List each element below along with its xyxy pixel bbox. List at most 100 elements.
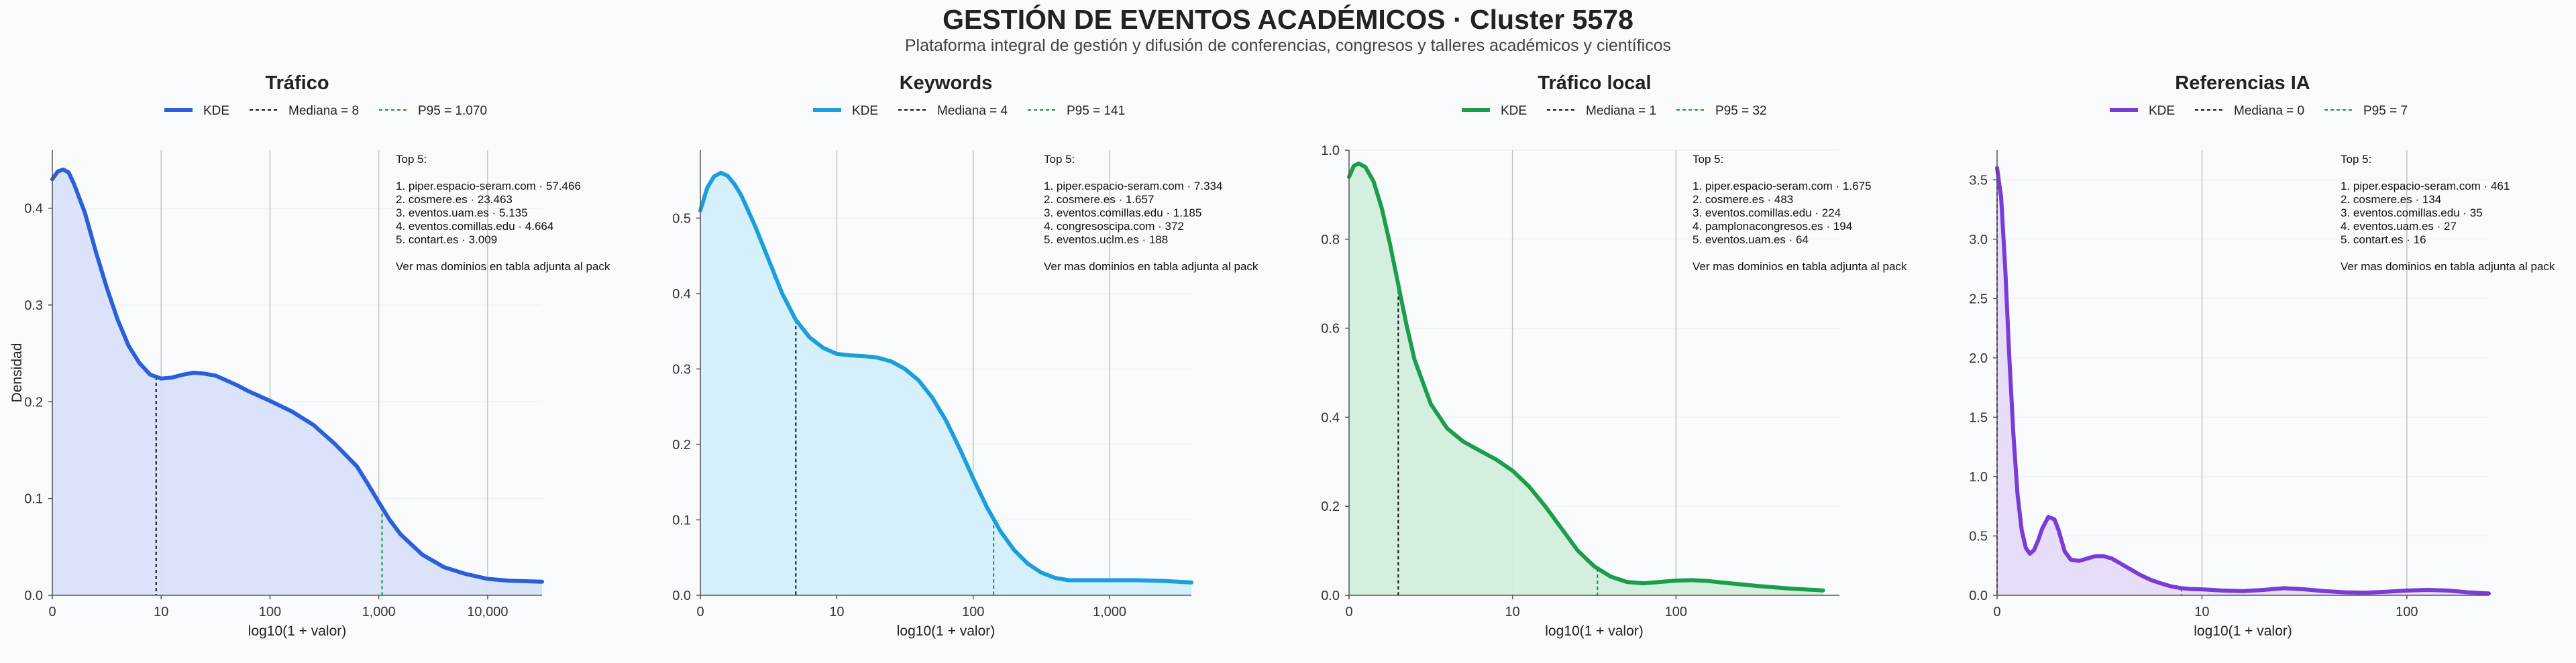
x-tick-label: 100 [2396,605,2418,619]
y-tick-label: 2.0 [1969,351,1988,366]
y-axis-label: Densidad [9,343,25,403]
annotation-line: 4. eventos.comillas.edu · 4.664 [396,220,553,233]
annotation-line: 1. piper.espacio-seram.com · 461 [2341,180,2510,192]
legend-label-kde: KDE [1501,104,1527,118]
annotation-line: 5. eventos.uam.es · 64 [1693,233,1809,246]
panel-title: Tráfico [265,72,329,94]
panel-2: 0.0 0.1 0.2 0.3 0.4 0.5 0 10 100 1,000 log10(1 + v… [672,72,1258,639]
annotation-line: Top 5: [396,153,427,166]
x-tick-label: 10 [1505,605,1520,619]
x-tick-label: 0 [696,605,704,619]
y-tick-label: 2.5 [1969,292,1988,306]
y-tick-label: 0.8 [1321,233,1340,247]
legend: KDE Mediana = 0 P95 = 7 [2110,104,2408,118]
kde-line [1995,166,2491,596]
x-axis-label: log10(1 + valor) [1545,623,1644,639]
legend-label-p95: P95 = 141 [1067,104,1125,118]
annotation-line: 2. cosmere.es · 134 [2341,193,2441,206]
y-tick-label: 1.0 [1321,143,1340,158]
kde-area [1349,163,1823,595]
panel-3: 0.0 0.2 0.4 0.6 0.8 1.0 0 10 100 log10(1 + valor)… [1321,72,1907,639]
annotation-line: Ver mas dominios en tabla adjunta al pac… [396,260,610,273]
annotation-line: 2. cosmere.es · 1.657 [1044,193,1154,206]
y-tick-label: 0.0 [1321,589,1340,603]
x-tick-label: 10 [829,605,844,619]
x-tick-label: 0 [1993,605,2000,619]
annotation-line: Top 5: [1693,153,1723,166]
legend: KDE Mediana = 8 P95 = 1.070 [164,104,487,118]
kde-area [1997,168,2489,596]
y-tick-label: 3.0 [1969,233,1988,247]
annotation-line: 4. congresoscipa.com · 372 [1044,220,1184,233]
y-tick-label: 0.0 [1969,589,1988,603]
y-tick-label: 0.6 [1321,322,1340,337]
page-subtitle: Plataforma integral de gestión y difusió… [904,36,1672,55]
x-tick-label: 100 [259,605,281,619]
y-tick-label: 0.3 [672,362,691,377]
panel-title: Referencias IA [2175,72,2310,94]
annotation-line: 2. cosmere.es · 23.463 [396,193,513,206]
y-tick-label: 0.2 [672,438,691,453]
panel-1: 0.0 0.1 0.2 0.3 0.4 0 10 100 1,000 10,000 log10(1 … [9,72,610,639]
panel-title: Tráfico local [1538,72,1651,94]
x-axis-label: log10(1 + valor) [897,623,996,639]
y-tick-label: 1.0 [1969,470,1988,485]
y-tick-label: 0.4 [1321,410,1340,425]
annotation-line: 4. pamplonacongresos.es · 194 [1693,220,1852,233]
annotation-line: 3. eventos.comillas.edu · 35 [2341,206,2483,219]
panel-title: Keywords [900,72,993,94]
annotation-line: 4. eventos.uam.es · 27 [2341,220,2457,233]
x-axis-label: log10(1 + valor) [2194,623,2292,639]
panel-4: 0.0 0.5 1.0 1.5 2.0 2.5 3.0 3.5 0 10 100 log10(1 + … [1969,72,2555,639]
annotation-line: 5. contart.es · 16 [2341,233,2426,246]
kde-line [698,170,1193,585]
y-tick-label: 0.1 [24,492,43,507]
annotation-line: Ver mas dominios en tabla adjunta al pac… [1044,260,1258,273]
y-tick-label: 3.5 [1969,173,1988,188]
y-tick-label: 0.5 [672,211,691,226]
y-tick-label: 0.5 [1969,529,1988,544]
x-tick-label: 100 [962,605,984,619]
annotation-line: 1. piper.espacio-seram.com · 57.466 [396,180,581,192]
legend-label-kde: KDE [203,104,229,118]
legend-label-kde: KDE [2149,104,2175,118]
x-tick-label: 1,000 [1093,605,1126,619]
legend-label-median: Mediana = 8 [288,104,359,118]
y-tick-label: 0.1 [672,513,691,528]
legend-label-median: Mediana = 1 [1586,104,1656,118]
y-tick-label: 0.0 [24,589,43,603]
annotation-line: 3. eventos.comillas.edu · 1.185 [1044,206,1201,219]
y-tick-label: 0.4 [24,202,43,217]
legend-label-p95: P95 = 32 [1715,104,1767,118]
legend-label-kde: KDE [852,104,878,118]
annotation-line: 1. piper.espacio-seram.com · 7.334 [1044,180,1222,192]
annotation-line: 3. eventos.uam.es · 5.135 [396,206,528,219]
annotation-line: 5. contart.es · 3.009 [396,233,497,246]
x-axis-label: log10(1 + valor) [248,623,347,639]
x-tick-label: 100 [1665,605,1687,619]
kde-line [50,167,544,584]
y-tick-label: 0.3 [24,298,43,313]
x-tick-label: 1,000 [362,605,396,619]
x-tick-label: 0 [1345,605,1352,619]
legend-label-median: Mediana = 4 [937,104,1008,118]
kde-area [52,169,542,595]
y-tick-label: 0.2 [1321,499,1340,514]
y-tick-label: 0.2 [24,395,43,410]
kde-line [1347,161,1825,593]
annotation-line: 3. eventos.comillas.edu · 224 [1693,206,1841,219]
y-tick-label: 1.5 [1969,410,1988,425]
x-tick-label: 10,000 [467,605,508,619]
legend: KDE Mediana = 4 P95 = 141 [813,104,1125,118]
legend-label-median: Mediana = 0 [2234,104,2304,118]
y-tick-label: 0.0 [672,589,691,603]
legend-label-p95: P95 = 7 [2363,104,2408,118]
legend: KDE Mediana = 1 P95 = 32 [1462,104,1767,118]
page-title: GESTIÓN DE EVENTOS ACADÉMICOS · Cluster … [943,4,1633,35]
kde-area [700,172,1191,595]
y-tick-label: 0.4 [672,287,691,302]
annotation-line: 2. cosmere.es · 483 [1693,193,1793,206]
annotation-line: 1. piper.espacio-seram.com · 1.675 [1693,180,1871,192]
